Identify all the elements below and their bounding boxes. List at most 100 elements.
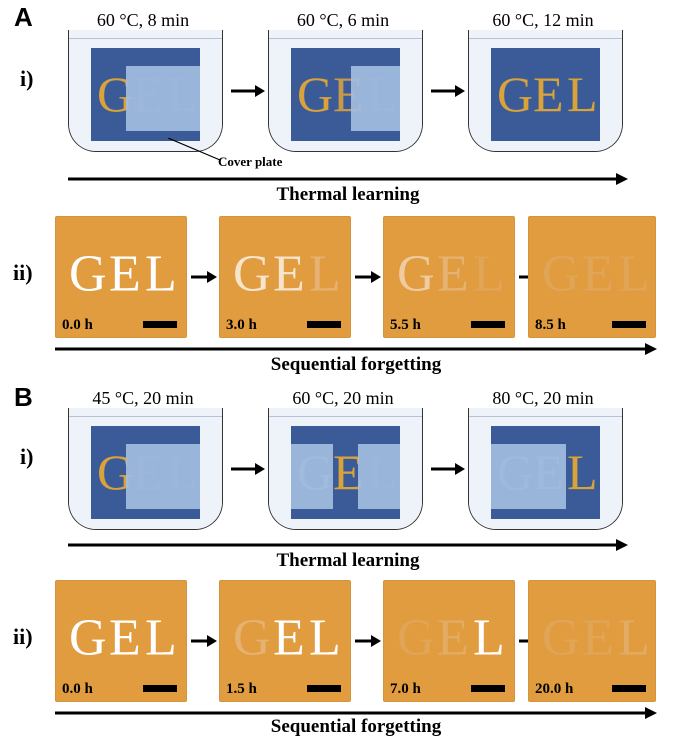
time-label: 20.0 h <box>535 681 573 698</box>
scale-bar <box>143 685 177 692</box>
gel-letter-g: G <box>497 69 533 119</box>
time-label: 1.5 h <box>226 681 257 698</box>
photo-b-0: G E L 0.0 h <box>55 580 187 702</box>
panel-b-forgetting-row: G E L 0.0 h G E L 1.5 h G E <box>0 580 673 710</box>
gel-area: G E L <box>391 588 507 694</box>
cond-a-0: 60 °C, 8 min <box>68 10 218 31</box>
gel-letter-l: L <box>567 447 598 497</box>
photo-b-1: G E L 1.5 h <box>219 580 351 702</box>
panel-a-forgetting-row: G E L 0.0 h G E L 3.0 h G E <box>0 216 673 346</box>
gel-letter-e: E <box>533 69 564 119</box>
photo-a-2: G E L 5.5 h <box>383 216 515 338</box>
gel-letter-e: E <box>273 612 305 664</box>
arrow-icon <box>431 461 465 477</box>
cover-plate-left <box>291 444 333 509</box>
gel-letter-l: L <box>145 612 177 664</box>
gel-area: G E L <box>536 588 648 694</box>
gel-letter-g: G <box>397 248 435 300</box>
gel-area: G E L <box>227 224 343 330</box>
time-label: 8.5 h <box>535 317 566 334</box>
gel-area: G E L <box>227 588 343 694</box>
time-label: 0.0 h <box>62 317 93 334</box>
time-label: 7.0 h <box>390 681 421 698</box>
photo-a-1: G E L 3.0 h <box>219 216 351 338</box>
beaker-b-2: G E L <box>468 408 623 530</box>
scale-bar <box>307 685 341 692</box>
gel-area: G E L <box>391 224 507 330</box>
annotation-cover-plate: Cover plate <box>218 154 282 170</box>
axis-label-b-forgetting: Sequential forgetting <box>55 716 657 738</box>
arrow-icon <box>231 83 265 99</box>
scale-bar <box>612 321 646 328</box>
gel-letter-l: L <box>145 248 177 300</box>
cover-plate <box>491 444 566 509</box>
beaker-a-2: G E L <box>468 30 623 152</box>
cover-plate <box>351 66 400 131</box>
gel-letter-l: L <box>309 248 341 300</box>
gel-area: G E L <box>63 588 179 694</box>
axis-label-b-learning: Thermal learning <box>68 550 628 572</box>
photo-b-2: G E L 7.0 h <box>383 580 515 702</box>
time-label: 0.0 h <box>62 681 93 698</box>
gel-letter-l: L <box>309 612 341 664</box>
scale-bar <box>307 321 341 328</box>
gel-letter-g: G <box>233 612 271 664</box>
photo-a-0: G E L 0.0 h <box>55 216 187 338</box>
gel-letter-g: G <box>69 612 107 664</box>
scale-bar <box>471 685 505 692</box>
gel-letter-g: G <box>233 248 271 300</box>
gel-letter-g: G <box>397 612 435 664</box>
arrow-icon <box>431 83 465 99</box>
gel-letter-e: E <box>437 248 469 300</box>
photo-a-3: G E L 8.5 h <box>528 216 656 338</box>
gel-letter-e: E <box>109 612 141 664</box>
gel-letter-e: E <box>273 248 305 300</box>
sample: G E L <box>91 426 200 519</box>
arrow-icon <box>191 633 217 649</box>
beaker-a-0: G E L <box>68 30 223 152</box>
sample: G E L <box>291 426 400 519</box>
gel-letter-e: E <box>437 612 469 664</box>
gel-letter-l: L <box>473 248 505 300</box>
scale-bar <box>612 685 646 692</box>
gel-area: G E L <box>63 224 179 330</box>
beaker-b-0: G E L <box>68 408 223 530</box>
cond-b-1: 60 °C, 20 min <box>268 388 418 409</box>
sample: G E L <box>291 48 400 141</box>
cond-a-1: 60 °C, 6 min <box>268 10 418 31</box>
cond-b-0: 45 °C, 20 min <box>68 388 218 409</box>
gel-letter-g: G <box>69 248 107 300</box>
gel-letter-g: G <box>542 612 580 664</box>
beaker-b-1: G E L <box>268 408 423 530</box>
gel-letter-l: L <box>567 69 598 119</box>
sample: G E L <box>491 426 600 519</box>
gel-letter-l: L <box>618 612 650 664</box>
gel-letter-l: L <box>618 248 650 300</box>
axis-label-a-forgetting: Sequential forgetting <box>55 354 657 376</box>
cond-a-2: 60 °C, 12 min <box>468 10 618 31</box>
gel-letter-g: G <box>297 69 333 119</box>
gel-area: G E L <box>536 224 648 330</box>
scale-bar <box>143 321 177 328</box>
arrow-icon <box>355 633 381 649</box>
arrow-icon <box>355 269 381 285</box>
photo-b-3: G E L 20.0 h <box>528 580 656 702</box>
time-label: 5.5 h <box>390 317 421 334</box>
cover-plate <box>126 444 200 509</box>
gel-letter-l: L <box>473 612 505 664</box>
arrow-icon <box>191 269 217 285</box>
scale-bar <box>471 321 505 328</box>
panel-a-learning-row: 60 °C, 8 min 60 °C, 6 min 60 °C, 12 min … <box>0 28 673 166</box>
panel-b-learning-row: 45 °C, 20 min 60 °C, 20 min 80 °C, 20 mi… <box>0 406 673 544</box>
cover-plate <box>126 66 200 131</box>
gel-letter-g: G <box>542 248 580 300</box>
axis-label-a-learning: Thermal learning <box>68 184 628 206</box>
sample: G E L <box>491 48 600 141</box>
time-label: 3.0 h <box>226 317 257 334</box>
gel-letter-e: E <box>582 612 614 664</box>
gel-letter-e: E <box>109 248 141 300</box>
gel-letter-e: E <box>582 248 614 300</box>
sample: G E L <box>91 48 200 141</box>
beaker-a-1: G E L <box>268 30 423 152</box>
cover-plate-right <box>358 444 400 509</box>
